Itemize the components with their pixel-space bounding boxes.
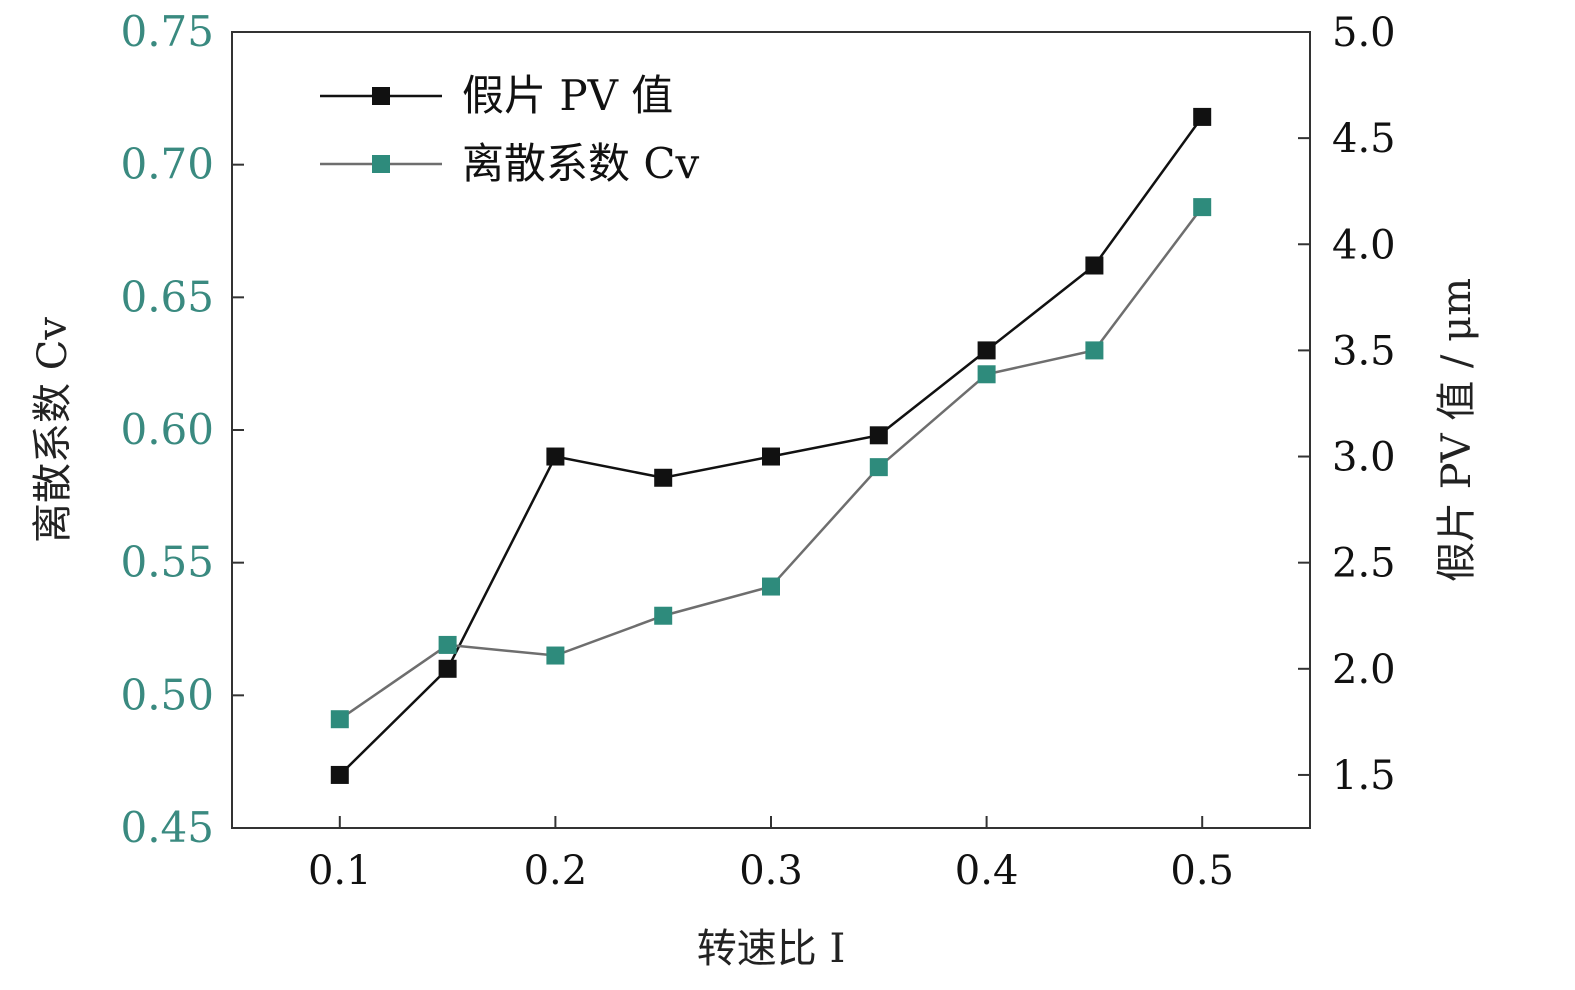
left-tick-label: 0.50 — [120, 670, 214, 719]
data-point-pv — [546, 447, 565, 466]
data-point-pv — [654, 468, 673, 487]
data-point-pv — [438, 659, 457, 678]
data-point-pv — [1193, 107, 1212, 126]
right-axis-ticks: 1.5 2.0 2.5 3.0 3.5 4.0 4.5 5.0 — [1298, 10, 1396, 799]
left-tick-label: 0.70 — [120, 140, 214, 189]
series-line-pv — [338, 116, 1204, 776]
right-tick-label: 1.5 — [1332, 753, 1396, 799]
data-point-pv — [762, 447, 780, 466]
legend-marker-cv — [372, 155, 390, 173]
left-axis-title: 离散系数 Cv — [30, 317, 76, 543]
legend-label-pv: 假片 PV 值 — [462, 71, 673, 120]
left-axis-ticks: 0.45 0.50 0.55 0.60 0.65 0.70 0.75 — [120, 7, 244, 852]
right-tick-label: 3.0 — [1332, 435, 1396, 481]
x-tick-label: 0.5 — [1170, 848, 1234, 894]
data-point-pv — [1085, 256, 1104, 275]
x-tick-label: 0.2 — [524, 848, 588, 894]
left-tick-label: 0.55 — [120, 538, 214, 587]
x-tick-label: 0.3 — [739, 848, 803, 894]
data-point-cv — [438, 635, 457, 654]
data-point-cv — [1193, 198, 1212, 217]
legend-label-cv: 离散系数 Cv — [462, 139, 699, 188]
legend-marker-pv — [372, 87, 390, 105]
right-tick-label: 5.0 — [1332, 10, 1396, 56]
right-tick-label: 4.5 — [1332, 116, 1396, 162]
plot-frame — [231, 31, 1311, 829]
left-tick-label: 0.45 — [120, 803, 214, 852]
right-tick-label: 2.5 — [1332, 541, 1396, 587]
x-tick-label: 0.4 — [955, 848, 1019, 894]
data-point-cv — [869, 458, 888, 477]
right-tick-label: 2.0 — [1332, 647, 1396, 693]
x-axis-ticks: 0.1 0.2 0.3 0.4 0.5 — [308, 816, 1234, 894]
right-tick-label: 4.0 — [1332, 222, 1396, 268]
right-axis-title: 假片 PV 值 / μm — [1434, 278, 1480, 582]
data-point-pv — [977, 341, 996, 360]
data-point-cv — [1085, 341, 1104, 360]
data-point-cv — [762, 577, 780, 596]
left-tick-label: 0.75 — [120, 7, 214, 56]
x-axis-title: 转速比 I — [697, 926, 846, 972]
left-tick-label: 0.65 — [120, 272, 214, 321]
data-point-pv — [330, 765, 349, 784]
data-point-cv — [546, 646, 565, 665]
x-tick-label: 0.1 — [308, 848, 372, 894]
right-tick-label: 3.5 — [1332, 328, 1396, 374]
data-point-cv — [330, 710, 349, 729]
data-point-pv — [869, 426, 888, 445]
legend: 假片 PV 值 离散系数 Cv — [320, 71, 699, 188]
left-tick-label: 0.60 — [120, 405, 214, 454]
series-layer — [330, 107, 1212, 784]
data-point-cv — [654, 606, 673, 625]
data-point-cv — [977, 365, 996, 384]
